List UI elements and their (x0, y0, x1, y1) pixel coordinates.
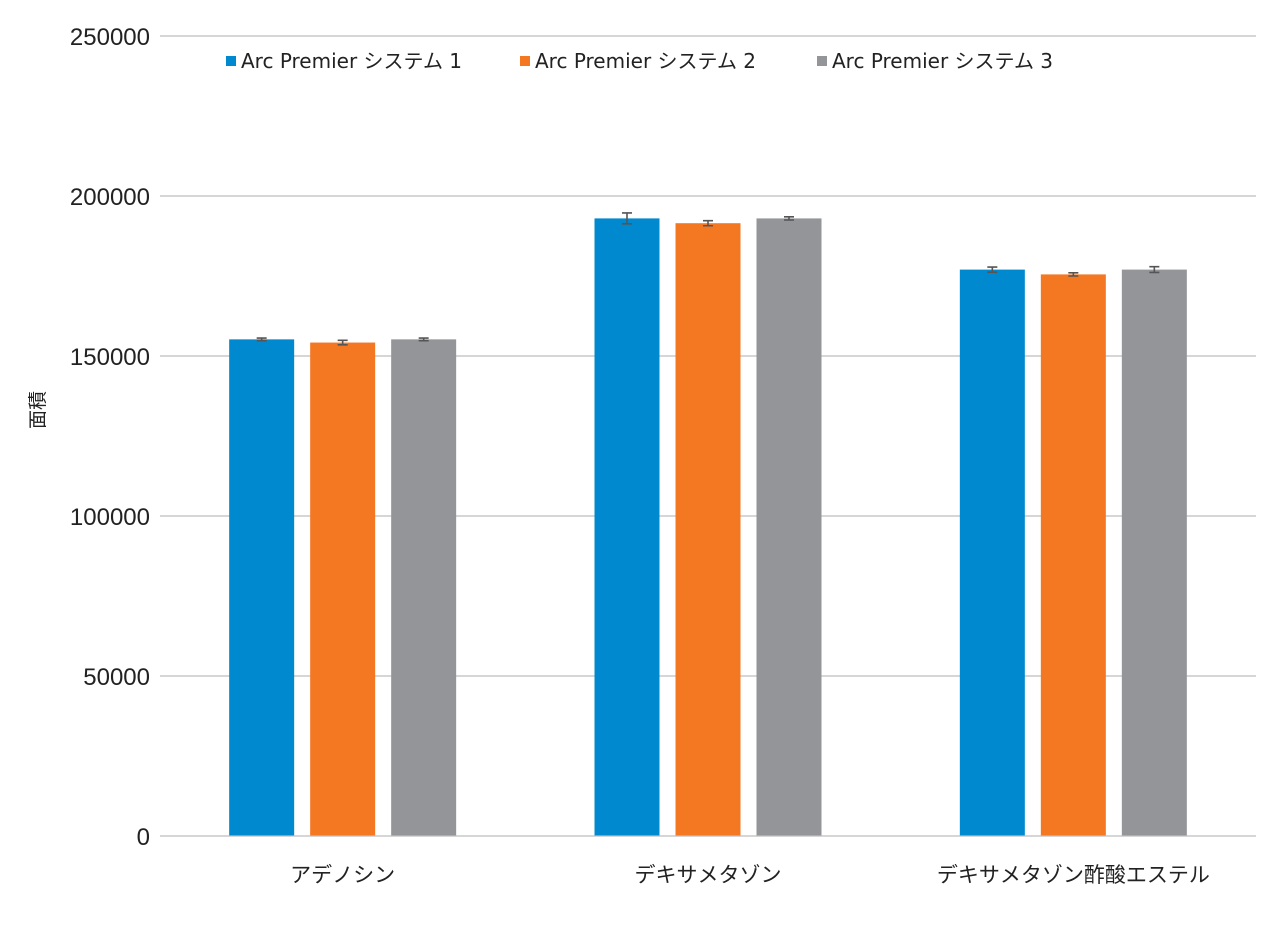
legend-label-2: Arc Premier システム 2 (535, 49, 756, 73)
y-tick-label-100000: 100000 (70, 504, 150, 531)
bar-2-series-2 (675, 223, 741, 836)
legend-label-1: Arc Premier システム 1 (241, 49, 462, 73)
error-bar-2-series-1 (622, 212, 632, 225)
bar-1-series-1 (229, 339, 295, 836)
bar-1-series-3 (391, 339, 457, 836)
legend-label-3: Arc Premier システム 3 (832, 49, 1053, 73)
error-bar-2-series-3 (784, 216, 794, 221)
category-label-3: デキサメタゾン酢酸エステル (937, 863, 1210, 887)
bars (229, 218, 1187, 837)
category-label-1: アデノシン (290, 863, 395, 887)
bar-2-series-3 (756, 218, 822, 836)
error-bar-3-series-3 (1149, 265, 1160, 274)
error-bars (256, 212, 1160, 346)
legend-swatch-3 (817, 56, 827, 66)
error-bar-3-series-2 (1068, 272, 1079, 277)
error-bar-2-series-2 (703, 219, 713, 227)
bar-3-series-1 (959, 269, 1025, 837)
bar-1-series-2 (310, 342, 376, 836)
legend: Arc Premier システム 1 Arc Premier システム 2 Arc … (226, 49, 1053, 73)
y-tick-label-0: 0 (137, 824, 150, 851)
y-tick-label-200000: 200000 (70, 184, 150, 211)
legend-swatch-1 (226, 56, 236, 66)
error-bar-1-series-3 (418, 337, 429, 342)
category-labels: アデノシン デキサメタゾン デキサメタゾン酢酸エステル (290, 863, 1210, 887)
y-tick-label-250000: 250000 (70, 24, 150, 51)
y-tick-label-150000: 150000 (70, 344, 150, 371)
y-tick-label-50000: 50000 (83, 664, 150, 691)
legend-swatch-2 (520, 56, 530, 66)
error-bar-3-series-1 (987, 266, 998, 273)
error-bar-1-series-1 (256, 337, 267, 342)
category-label-2: デキサメタゾン (635, 863, 782, 887)
error-bar-1-series-2 (337, 339, 348, 346)
y-axis-label: 面積 (27, 391, 49, 429)
bar-3-series-3 (1121, 269, 1187, 837)
bar-3-series-2 (1040, 274, 1106, 836)
y-tick-labels: 0 50000 100000 150000 200000 250000 (70, 24, 150, 851)
bar-2-series-1 (594, 218, 660, 836)
